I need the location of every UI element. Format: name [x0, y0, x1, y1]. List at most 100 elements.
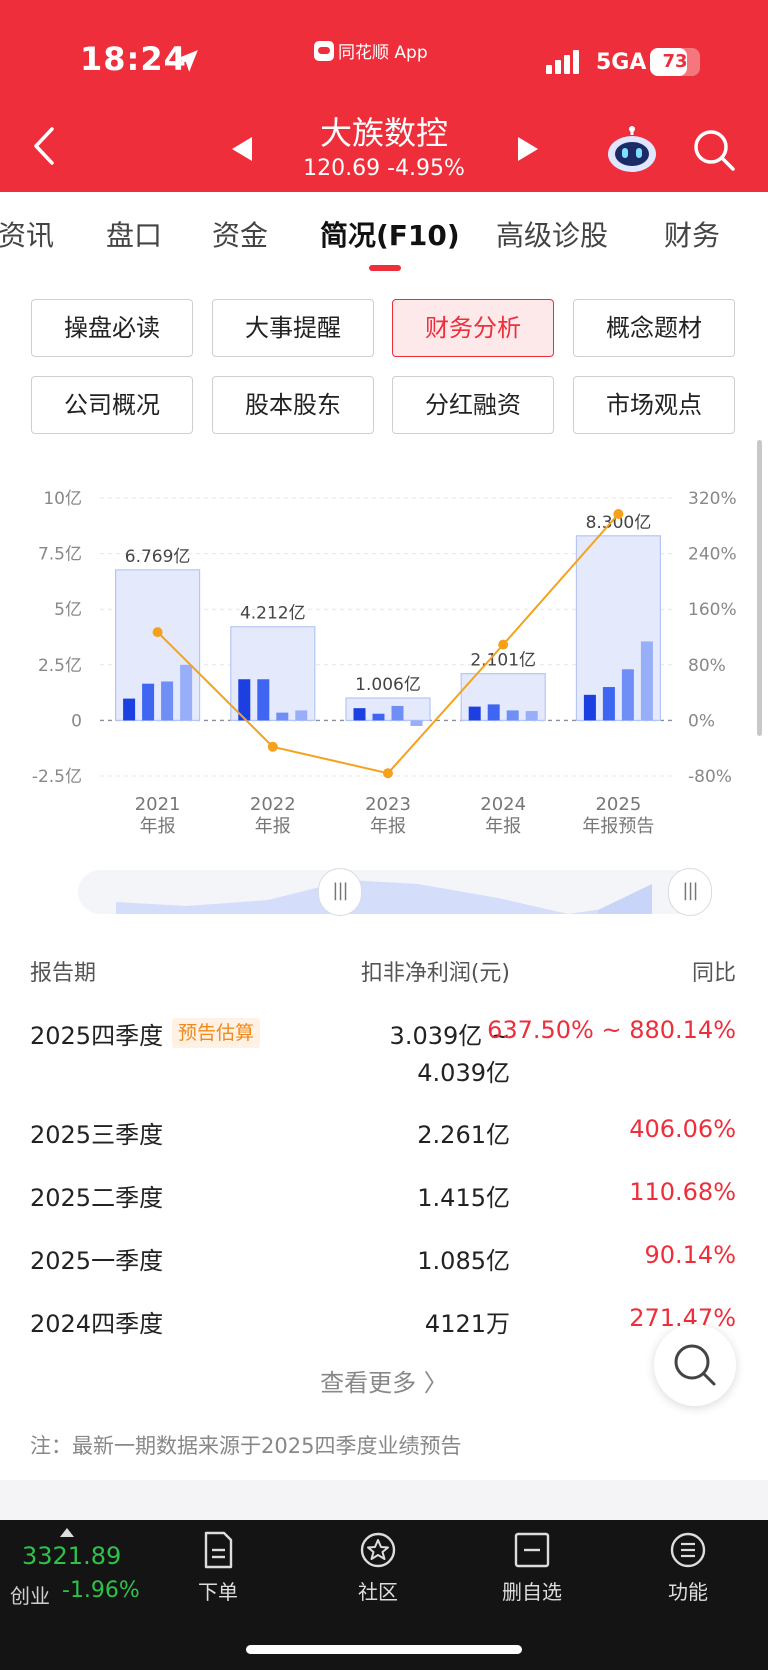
right-axis-tick: 240% [688, 545, 737, 565]
col-header-yoy: 同比 [691, 961, 736, 986]
battery-icon: 73 [650, 48, 700, 76]
x-axis-label: 年报 [140, 816, 176, 837]
network-type: 5GA [596, 50, 647, 75]
btn-market-views[interactable]: 市场观点 [573, 376, 735, 434]
nav-functions[interactable]: 功能 [638, 1530, 738, 1605]
btn-trading-guide[interactable]: 操盘必读 [31, 299, 193, 357]
prev-stock-icon[interactable] [230, 136, 254, 162]
right-axis-tick: 320% [688, 489, 737, 509]
range-overview-area [116, 880, 652, 914]
expand-up-icon[interactable] [60, 1528, 74, 1537]
row-yoy: 406.06% [629, 1115, 736, 1143]
index-value[interactable]: 3321.89 [22, 1542, 122, 1570]
quarter-bar [295, 710, 308, 721]
floating-search-button[interactable] [654, 1324, 736, 1406]
quarter-bar [372, 713, 385, 721]
stock-price: 120.69 -4.95% [303, 156, 465, 181]
quarter-bar [410, 720, 423, 726]
quarter-bar [602, 687, 615, 721]
x-axis-label: 2025 [595, 794, 641, 815]
tab-f10[interactable]: 简况(F10) [320, 219, 460, 252]
btn-event-reminder[interactable]: 大事提醒 [212, 299, 374, 357]
row-yoy: 90.14% [644, 1241, 736, 1269]
row-period: 2025四季度 [30, 1022, 164, 1050]
range-handle-left[interactable]: ||| [318, 868, 362, 916]
source-app-name: 同花顺 App [338, 43, 428, 63]
tab-news[interactable]: 资讯 [0, 219, 55, 252]
back-chevron-icon[interactable] [30, 125, 60, 167]
x-axis-label: 年报 [255, 816, 291, 837]
battery-level: 73 [662, 51, 688, 72]
x-axis-label: 年报 [370, 816, 406, 837]
row-period: 2024四季度 [30, 1310, 164, 1338]
quarter-bar [161, 681, 174, 721]
index-name: 创业 [10, 1584, 50, 1608]
right-axis-tick: 80% [688, 656, 726, 676]
status-time: 18:24 [80, 40, 187, 78]
row-value: 3.039亿 ~ [389, 1022, 510, 1050]
nav-community[interactable]: 社区 [328, 1530, 428, 1605]
header: 18:24 同花顺 App 5GA 73 大族数控 120.69 -4.95% [0, 0, 768, 192]
quarter-bar [640, 641, 653, 721]
btn-concepts[interactable]: 概念题材 [573, 299, 735, 357]
tab-quote[interactable]: 盘口 [106, 219, 163, 252]
right-axis-tick: 160% [688, 600, 737, 620]
signal-icon [546, 50, 579, 74]
left-axis-tick: 0 [71, 711, 82, 731]
nav-place-order[interactable]: 下单 [168, 1530, 268, 1605]
x-axis-label: 2021 [135, 794, 181, 815]
next-stock-icon[interactable] [516, 136, 540, 162]
x-axis-label: 年报预告 [582, 816, 654, 837]
quarter-bar [583, 694, 596, 721]
left-axis-tick: 5亿 [54, 600, 82, 620]
x-axis-label: 2024 [480, 794, 526, 815]
search-icon[interactable] [692, 128, 736, 172]
annual-value-label: 2.101亿 [470, 651, 536, 671]
data-source-note: 注：最新一期数据来源于2025四季度业绩预告 [30, 1434, 462, 1458]
x-axis-label: 2023 [365, 794, 411, 815]
tab-finance[interactable]: 财务 [664, 219, 721, 252]
annual-value-label: 8.300亿 [586, 513, 652, 533]
home-indicator [246, 1645, 522, 1654]
search-icon [674, 1344, 716, 1386]
annual-value-label: 1.006亿 [355, 675, 421, 695]
right-axis-tick: 0% [688, 711, 715, 731]
tab-diagnosis[interactable]: 高级诊股 [496, 219, 609, 252]
quarter-bar [123, 698, 136, 721]
page-scrollbar[interactable] [757, 440, 762, 736]
quarter-bar [487, 704, 500, 721]
row-value: 1.085亿 [417, 1247, 510, 1275]
nav-label: 删自选 [502, 1580, 562, 1604]
left-axis-tick: 10亿 [43, 489, 82, 509]
col-header-net-profit: 扣非净利润(元) [360, 961, 510, 986]
nav-label: 社区 [358, 1580, 398, 1604]
top-tabs: 资讯 盘口 资金 简况(F10) 高级诊股 财务 [0, 192, 768, 268]
range-selector[interactable] [78, 870, 710, 914]
remove-watchlist-icon [514, 1532, 550, 1568]
index-change: -1.96% [62, 1578, 140, 1603]
profit-chart: 10亿 7.5亿 5亿 2.5亿 0 -2.5亿 320% 240% 160% 80% 0% -80%… [32, 489, 737, 837]
left-axis-tick: -2.5亿 [32, 767, 82, 787]
btn-shareholders[interactable]: 股本股东 [212, 376, 374, 434]
yoy-point [267, 741, 278, 752]
view-more-link[interactable]: 查看更多 〉 [320, 1369, 448, 1397]
tab-funds[interactable]: 资金 [212, 219, 269, 252]
yoy-point [152, 627, 163, 638]
quarter-bar [391, 705, 404, 721]
col-header-period: 报告期 [30, 961, 97, 986]
section-divider [0, 1480, 768, 1520]
community-star-icon [360, 1532, 396, 1568]
quarter-bar [506, 710, 519, 721]
row-yoy: 110.68% [629, 1178, 736, 1206]
source-app-tag[interactable]: 同花顺 App [314, 38, 428, 63]
robot-assistant-icon[interactable] [606, 126, 658, 174]
btn-dividends[interactable]: 分红融资 [392, 376, 554, 434]
btn-financial-analysis[interactable]: 财务分析 [392, 299, 554, 357]
nav-remove-watchlist[interactable]: 删自选 [482, 1530, 582, 1605]
x-axis-label: 2022 [250, 794, 296, 815]
left-axis-tick: 2.5亿 [38, 656, 82, 676]
range-handle-right[interactable]: ||| [668, 868, 712, 916]
stock-name: 大族数控 [319, 114, 448, 152]
row-period: 2025二季度 [30, 1184, 164, 1212]
btn-company-profile[interactable]: 公司概况 [31, 376, 193, 434]
